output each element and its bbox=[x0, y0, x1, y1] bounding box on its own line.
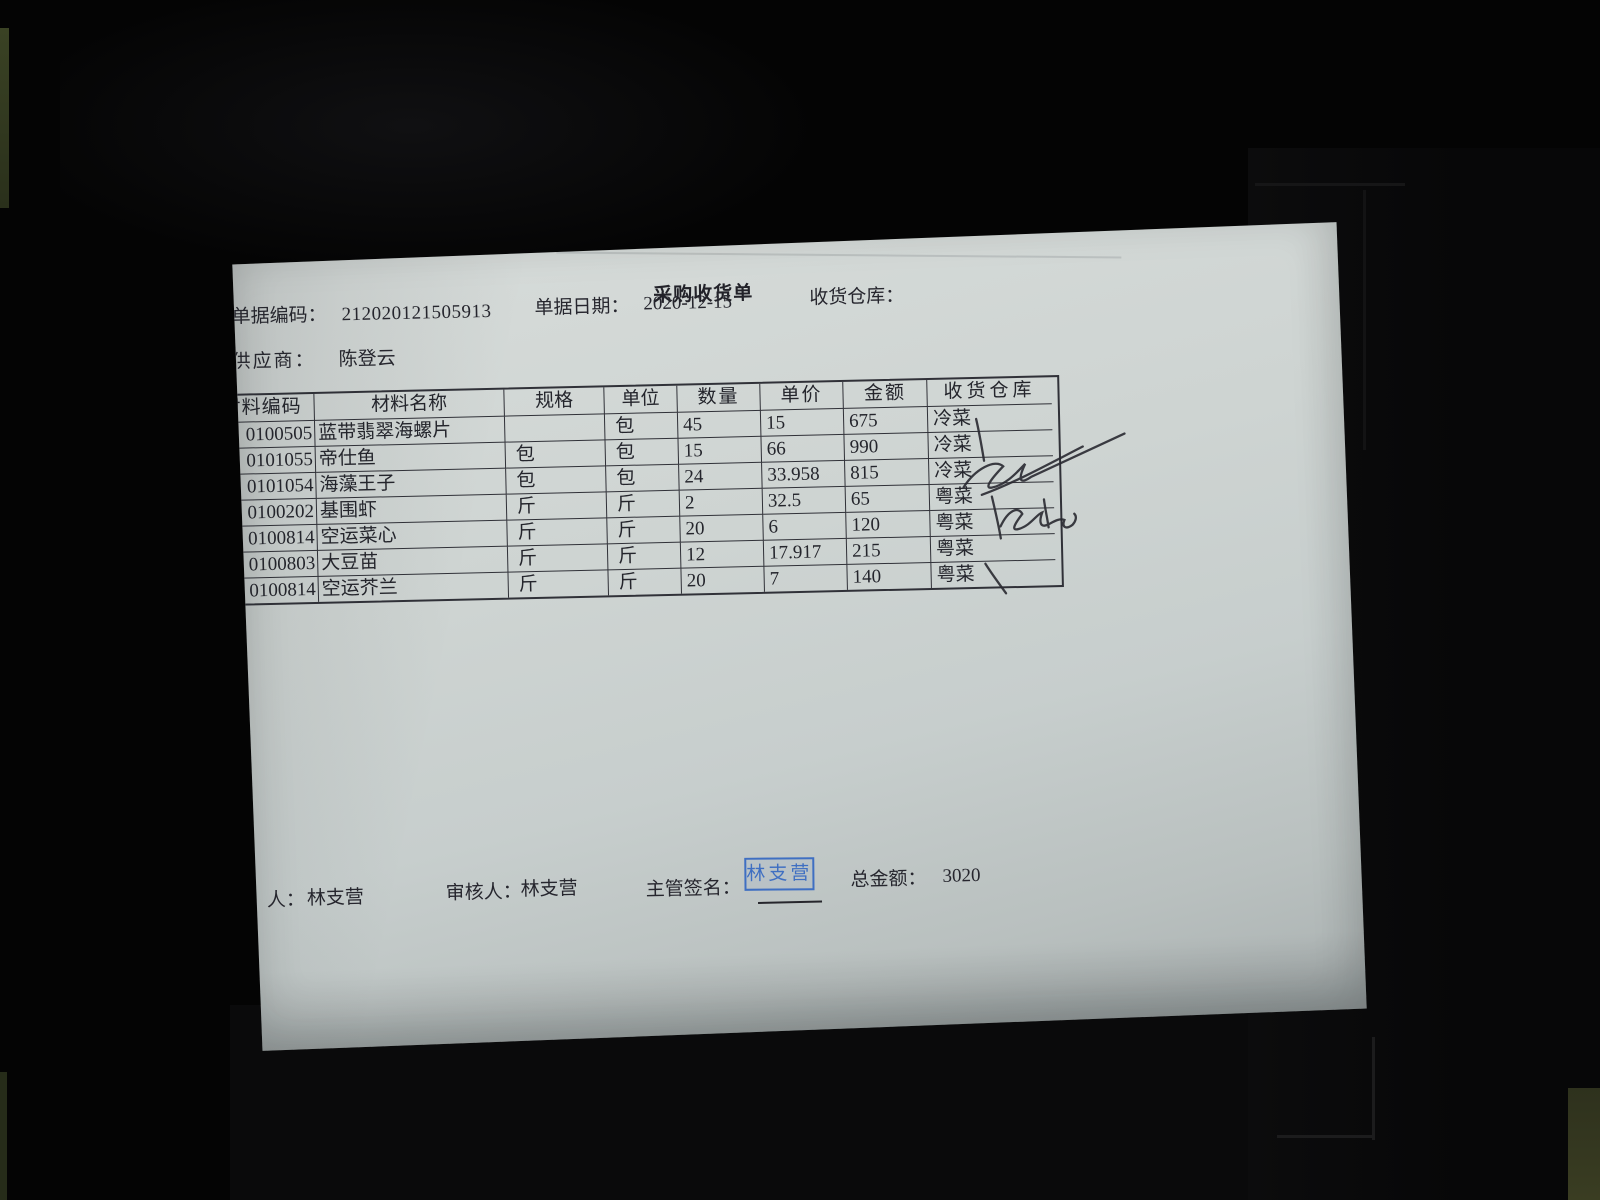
object-edge-horizontal bbox=[1255, 183, 1405, 186]
cell-material-code: 0101054 bbox=[235, 472, 317, 501]
cell-unit-price: 7 bbox=[764, 564, 848, 592]
cell-material-code: 0100803 bbox=[236, 550, 319, 579]
cell-unit: 包 bbox=[604, 412, 679, 441]
cell-unit: 斤 bbox=[607, 542, 682, 571]
background-strip-bottom-right bbox=[1568, 1088, 1600, 1200]
cell-unit-price: 33.958 bbox=[762, 460, 846, 489]
doc-date-label: 单据日期： bbox=[534, 295, 630, 319]
cell-material-code: 0101055 bbox=[234, 446, 317, 475]
cell-unit: 包 bbox=[606, 464, 680, 493]
groove-horizontal bbox=[1277, 1135, 1375, 1138]
cell-spec: 斤 bbox=[506, 492, 608, 521]
cell-quantity: 15 bbox=[678, 436, 763, 465]
supplier-label: 供应商： bbox=[232, 349, 316, 373]
supplier-value: 陈登云 bbox=[338, 348, 396, 371]
paper-crease bbox=[556, 251, 1122, 259]
auditor-value: 林支营 bbox=[520, 878, 578, 901]
header-unit-price: 单价 bbox=[760, 381, 844, 411]
cell-material-name: 空运芥兰 bbox=[318, 572, 510, 602]
maker-value: 林支营 bbox=[306, 886, 365, 910]
cell-quantity: 12 bbox=[680, 540, 765, 569]
doc-code-label: 单据编码： bbox=[232, 304, 327, 328]
total-label: 总金额： bbox=[850, 868, 927, 891]
handwritten-marks bbox=[962, 417, 1126, 595]
maker-label: 人： bbox=[266, 889, 306, 912]
cell-spec: 斤 bbox=[507, 544, 609, 573]
auditor-label: 审核人： bbox=[445, 881, 522, 905]
background-smudge bbox=[60, 0, 840, 280]
cell-quantity: 20 bbox=[680, 514, 764, 543]
cell-material-code: 0100505 bbox=[234, 420, 316, 449]
header-material-name: 材料名称 bbox=[314, 389, 505, 421]
header-unit: 单位 bbox=[604, 385, 678, 415]
doc-warehouse-label: 收货仓库： bbox=[809, 285, 905, 309]
cell-unit-price: 32.5 bbox=[762, 486, 847, 515]
total-value: 3020 bbox=[942, 864, 981, 887]
cell-unit-price: 17.917 bbox=[763, 538, 848, 567]
receipt-paper: 采购收货单 单据编码： 212020121505913 单据日期： 2020-1… bbox=[232, 222, 1367, 1051]
signature-line bbox=[757, 880, 823, 905]
cell-spec bbox=[504, 414, 606, 443]
cell-material-code: 0100814 bbox=[237, 576, 320, 604]
background-strip-left-bottom bbox=[0, 1072, 7, 1200]
cell-quantity: 2 bbox=[679, 488, 764, 517]
background-strip-left-top bbox=[0, 28, 9, 208]
object-edge-vertical bbox=[1363, 190, 1366, 450]
cell-material-code: 0100814 bbox=[236, 524, 318, 553]
cell-unit: 斤 bbox=[607, 516, 681, 545]
cell-spec: 包 bbox=[505, 440, 607, 469]
sign-label: 主管签名： bbox=[645, 877, 741, 901]
header-material-code: 材料编码 bbox=[232, 393, 315, 423]
cell-quantity: 24 bbox=[679, 462, 763, 491]
groove-vertical bbox=[1372, 1037, 1375, 1140]
cell-spec: 斤 bbox=[507, 518, 608, 547]
cell-material-code: 0100202 bbox=[235, 498, 318, 527]
doc-code-value: 212020121505913 bbox=[341, 300, 492, 326]
cell-unit: 包 bbox=[605, 438, 680, 467]
header-quantity: 数量 bbox=[677, 383, 761, 413]
cell-unit-price: 15 bbox=[760, 408, 845, 437]
cell-unit: 斤 bbox=[608, 568, 682, 596]
cell-quantity: 45 bbox=[677, 410, 762, 439]
cell-spec: 包 bbox=[506, 466, 607, 495]
cell-quantity: 20 bbox=[681, 566, 765, 594]
doc-date-value: 2020-12-15 bbox=[643, 291, 733, 315]
receipt-content: 采购收货单 单据编码： 212020121505913 单据日期： 2020-1… bbox=[232, 231, 1361, 1043]
cell-spec: 斤 bbox=[508, 570, 610, 598]
cell-unit: 斤 bbox=[606, 490, 681, 519]
cell-unit-price: 66 bbox=[761, 434, 846, 463]
header-spec: 规格 bbox=[504, 387, 605, 417]
cell-unit-price: 6 bbox=[763, 512, 847, 541]
